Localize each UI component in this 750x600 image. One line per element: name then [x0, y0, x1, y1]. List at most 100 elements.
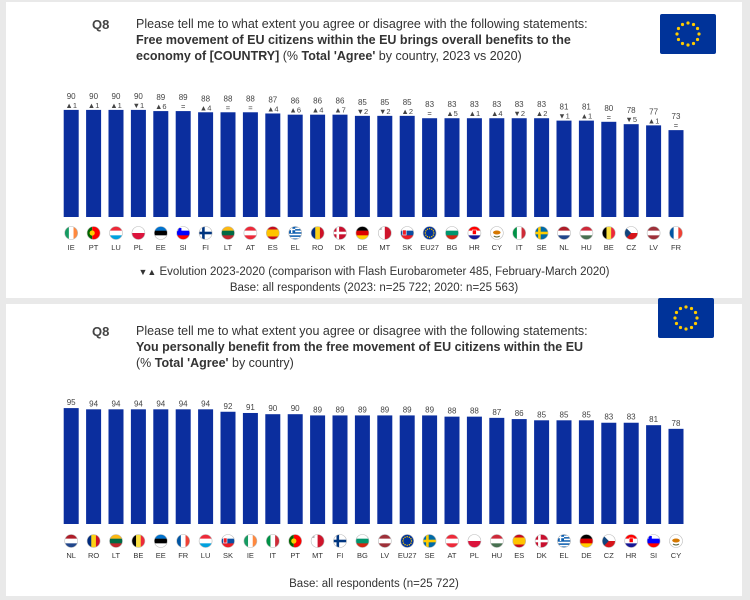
value-label-PT: 90 — [291, 404, 300, 413]
category-label-PT: PT — [290, 551, 300, 560]
eu-flag-icon — [658, 298, 714, 338]
category-label-HU: HU — [581, 243, 592, 252]
flag-icon-DK — [534, 534, 549, 548]
category-label-HR: HR — [626, 551, 637, 560]
value-label-BG: 83 — [448, 100, 457, 109]
value-label-FI: 89 — [336, 405, 345, 414]
bar-PL — [130, 109, 146, 217]
bar-chart-economy: 90▲1IE90▲1PT90▲1LU90▼1PL89▲6EE89=SI88▲4F… — [63, 92, 684, 252]
bar-EL — [556, 420, 572, 524]
bar-SE — [534, 118, 550, 217]
evolution-label-DE: ▼2 — [357, 107, 369, 116]
flag-icon-FR — [669, 226, 683, 240]
value-label-ES: 86 — [515, 409, 524, 418]
bar-RO — [310, 114, 326, 217]
value-label-FR: 94 — [179, 399, 188, 408]
flag-icon-ES — [265, 226, 280, 240]
flag-icon-CY — [669, 534, 683, 548]
bar-MT — [377, 115, 393, 217]
category-label-EU27: EU27 — [420, 243, 439, 252]
category-label-NL: NL — [66, 551, 76, 560]
bar-PL — [466, 416, 482, 524]
bar-AT — [444, 416, 460, 524]
value-label-DK: 85 — [537, 410, 546, 419]
value-label-SE: 89 — [425, 405, 434, 414]
bar-CZ — [623, 124, 639, 217]
flag-icon-PL — [467, 534, 482, 548]
category-label-IE: IE — [247, 551, 254, 560]
flag-icon-IE — [243, 534, 258, 548]
value-label-NL: 81 — [560, 103, 569, 112]
legend-evolution: ▼▲ Evolution 2023-2020 (comparison with … — [6, 266, 742, 278]
value-label-FI: 88 — [201, 94, 210, 103]
evolution-label-NL: ▼1 — [558, 112, 570, 121]
bar-EU27 — [422, 118, 438, 217]
category-label-RO: RO — [88, 551, 99, 560]
value-label-ES: 87 — [268, 95, 277, 104]
question-number: Q8 — [92, 17, 110, 32]
flag-icon-BE — [131, 534, 146, 548]
value-label-CZ: 78 — [627, 106, 636, 115]
flag-icon-RO — [310, 226, 325, 240]
category-label-PL: PL — [134, 243, 143, 252]
flag-icon-ES — [512, 534, 527, 548]
bar-IE — [63, 109, 79, 217]
question-line-3-post: by country, 2023 vs 2020) — [375, 49, 522, 63]
value-label-CZ: 83 — [604, 413, 613, 422]
evolution-label-HR: ▲1 — [469, 109, 481, 118]
evolution-label-MT: ▼2 — [379, 107, 391, 116]
bar-EU27 — [399, 415, 415, 524]
bar-CY — [489, 118, 505, 217]
value-label-SI: 89 — [179, 93, 188, 102]
bar-ES — [511, 419, 527, 524]
value-label-LU: 94 — [201, 399, 210, 408]
category-label-ES: ES — [268, 243, 278, 252]
bar-SE — [422, 415, 438, 524]
evolution-label-DK: ▲7 — [334, 106, 346, 115]
category-label-FR: FR — [671, 243, 682, 252]
bar-AT — [242, 112, 258, 217]
flag-icon-DE — [579, 534, 594, 548]
bar-HR — [466, 118, 482, 217]
category-label-ES: ES — [514, 551, 524, 560]
evolution-label-IT: ▼2 — [513, 109, 525, 118]
bar-CY — [668, 428, 684, 524]
category-label-EL: EL — [291, 243, 300, 252]
bar-DE — [578, 420, 594, 524]
evolution-label-EL: ▲6 — [289, 106, 301, 115]
category-label-BG: BG — [357, 551, 368, 560]
bar-IE — [242, 412, 258, 524]
bar-IT — [265, 414, 281, 524]
flag-icon-CZ — [601, 534, 616, 548]
category-label-DE: DE — [581, 551, 591, 560]
bar-DE — [354, 115, 370, 217]
value-label-SE: 83 — [537, 100, 546, 109]
evolution-label-SE: ▲2 — [536, 109, 548, 118]
evolution-label-LT: = — [226, 103, 231, 112]
question-line-3: (% Total 'Agree' by country) — [136, 355, 636, 371]
flag-icon-BE — [601, 226, 616, 240]
evolution-label-SK: ▲2 — [401, 107, 413, 116]
category-label-SI: SI — [650, 551, 657, 560]
value-label-AT: 88 — [246, 94, 255, 103]
bar-IT — [511, 118, 527, 217]
flag-icon-RO — [86, 534, 101, 548]
flag-icon-SK — [221, 534, 235, 548]
value-label-EU27: 89 — [403, 405, 412, 414]
bar-HR — [623, 422, 639, 524]
bar-FR — [668, 130, 684, 217]
value-label-CY: 78 — [672, 419, 681, 428]
flag-icon-HR — [467, 226, 482, 240]
category-label-SI: SI — [180, 243, 187, 252]
value-label-FR: 73 — [672, 112, 681, 121]
category-label-LV: LV — [649, 243, 658, 252]
bar-MT — [310, 415, 326, 524]
value-label-HR: 83 — [627, 413, 636, 422]
category-label-AT: AT — [246, 243, 255, 252]
flag-icon-EE — [154, 534, 168, 548]
value-label-RO: 94 — [89, 399, 98, 408]
eu-flag-icon — [660, 14, 716, 54]
bar-FR — [175, 409, 191, 524]
evolution-label-FI: ▲4 — [200, 103, 212, 112]
value-label-EU27: 83 — [425, 100, 434, 109]
